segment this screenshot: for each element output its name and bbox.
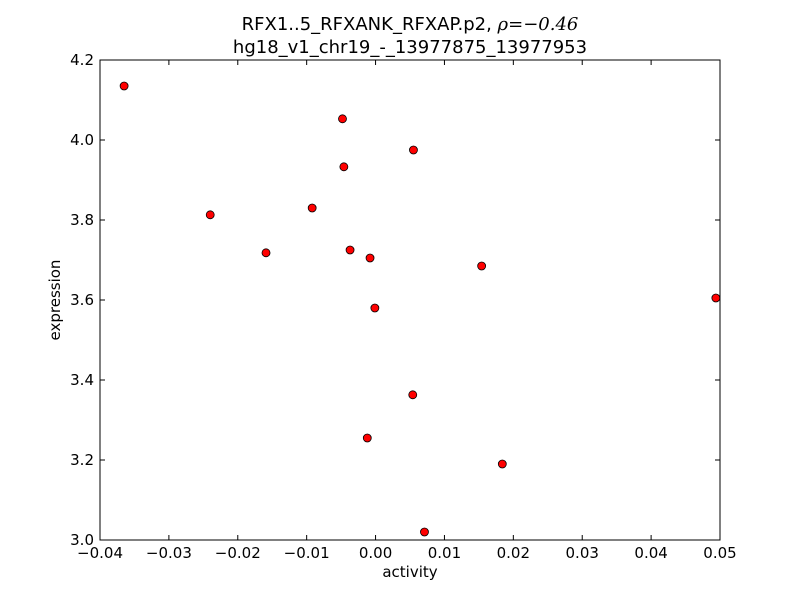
data-point (370, 303, 380, 313)
y-tick-label: 3.8 (70, 211, 94, 229)
y-tick-labels: 3.0 3.2 3.4 3.6 3.8 4.0 4.2 (70, 51, 94, 549)
y-tick-label: 4.0 (70, 131, 94, 149)
x-tick-label: −0.03 (146, 544, 192, 562)
data-point (711, 293, 721, 303)
x-tick-label: −0.04 (77, 544, 123, 562)
x-tick-label: −0.01 (284, 544, 330, 562)
correlation-value: ρ=−0.46 (497, 14, 579, 35)
y-tick-label: 3.4 (70, 371, 94, 389)
x-tick-label: −0.02 (215, 544, 261, 562)
data-point (362, 433, 372, 443)
chart-title-line-2: hg18_v1_chr19_-_13977875_13977953 (233, 37, 587, 58)
x-tick-label: 0.05 (703, 544, 736, 562)
x-tick-label: 0.02 (497, 544, 530, 562)
y-tick-label: 3.0 (70, 531, 94, 549)
plot-area (100, 60, 720, 540)
y-tick-label: 4.2 (70, 51, 94, 69)
data-point (205, 210, 215, 220)
x-tick-label: 0.00 (359, 544, 392, 562)
chart-title-line-1: RFX1..5_RFXANK_RFXAP.p2, ρ=−0.46 (242, 14, 579, 35)
data-point (119, 81, 129, 91)
y-axis-label: expression (46, 260, 64, 341)
y-tick-label: 3.2 (70, 451, 94, 469)
x-tick-label: 0.04 (634, 544, 667, 562)
data-point (307, 203, 317, 213)
plot-frame (99, 59, 721, 541)
x-tick-label: 0.03 (566, 544, 599, 562)
data-point (365, 253, 375, 263)
y-tick-label: 3.6 (70, 291, 94, 309)
data-point (420, 527, 429, 537)
data-point (338, 114, 347, 124)
x-tick-label: 0.01 (428, 544, 461, 562)
data-point (408, 390, 418, 400)
data-point (477, 261, 487, 271)
data-points (119, 81, 721, 537)
data-point (409, 145, 418, 155)
x-tick-labels: −0.04 −0.03 −0.02 −0.01 0.00 0.01 0.02 0.03 0.04… (77, 544, 737, 562)
data-point (345, 245, 355, 255)
x-axis-label: activity (382, 563, 437, 581)
data-point (339, 162, 349, 172)
data-point (497, 459, 507, 469)
chart-title-text: RFX1..5_RFXANK_RFXAP.p2, (242, 14, 498, 35)
data-point (261, 248, 271, 258)
